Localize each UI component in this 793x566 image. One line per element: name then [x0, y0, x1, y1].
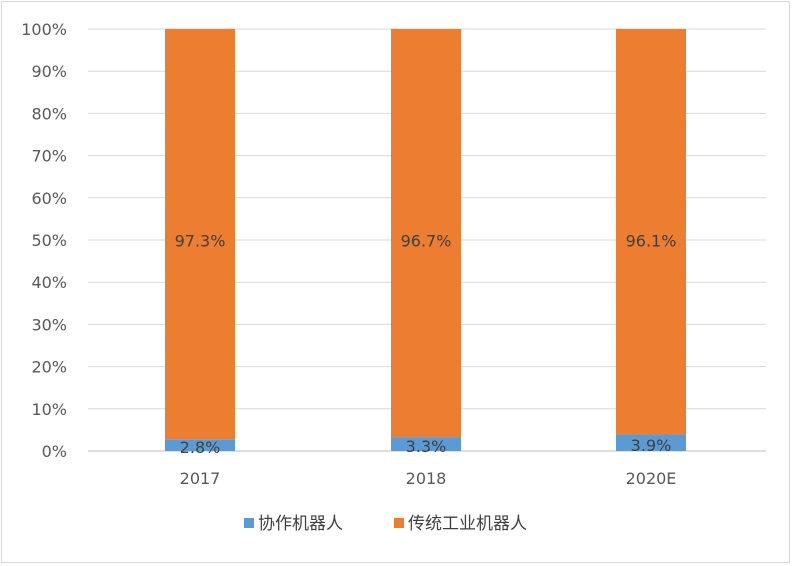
y-tick-label: 0%	[42, 442, 67, 461]
y-tick-label: 60%	[31, 189, 67, 208]
y-tick-label: 50%	[31, 231, 67, 250]
y-tick-label: 40%	[31, 273, 67, 292]
data-label: 3.3%	[406, 437, 447, 456]
legend-swatch	[244, 518, 254, 528]
legend-label: 传统工业机器人	[408, 514, 527, 534]
data-label: 97.3%	[175, 231, 226, 250]
y-tick-label: 80%	[31, 104, 67, 123]
x-tick-label: 2020E	[626, 469, 677, 488]
bar-segment	[616, 434, 686, 451]
y-tick-label: 10%	[31, 400, 67, 419]
bar-segment	[616, 29, 686, 435]
legend-label: 协作机器人	[258, 514, 343, 534]
y-tick-label: 100%	[21, 20, 67, 39]
bar-segment	[391, 29, 461, 438]
x-tick-label: 2017	[180, 469, 221, 488]
data-label: 3.9%	[631, 436, 672, 455]
bar-segment	[165, 29, 235, 440]
bar-segment	[391, 437, 461, 451]
data-label: 96.1%	[626, 231, 677, 250]
y-tick-label: 90%	[31, 62, 67, 81]
y-tick-label: 70%	[31, 147, 67, 166]
y-tick-label: 30%	[31, 315, 67, 334]
x-tick-label: 2018	[406, 469, 447, 488]
legend-swatch	[394, 518, 404, 528]
data-label: 2.8%	[180, 438, 221, 457]
y-tick-label: 20%	[31, 358, 67, 377]
data-label: 96.7%	[401, 231, 452, 250]
bar-segment	[165, 439, 235, 451]
